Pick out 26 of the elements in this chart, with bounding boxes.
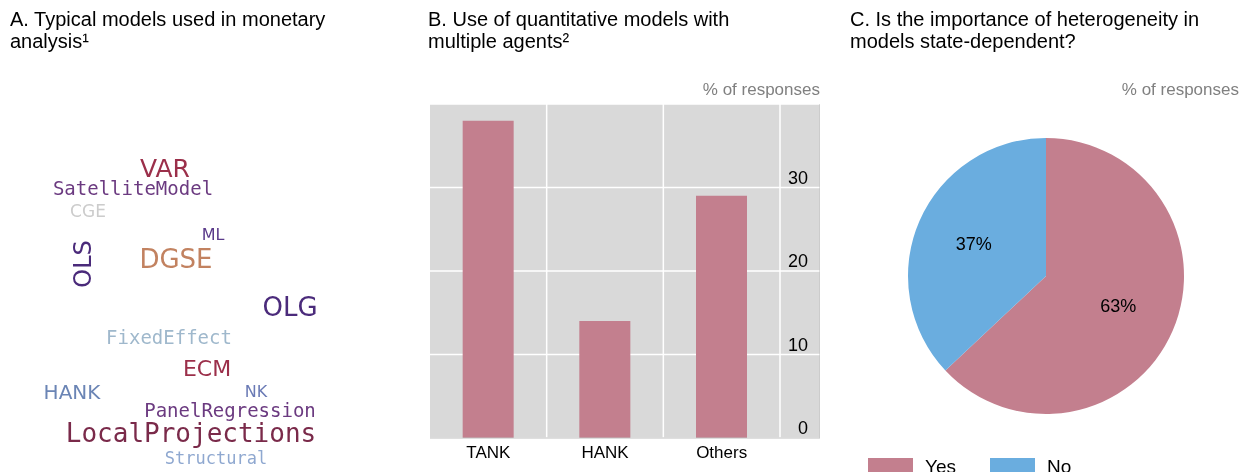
chart-title: B. Use of quantitative models with multiple agents² — [428, 8, 731, 52]
pie-slice — [908, 138, 1046, 371]
text: Structural — [164, 448, 268, 468]
pie-slice — [945, 138, 1184, 414]
text: HANK — [43, 379, 102, 404]
text: PanelRegression — [144, 398, 316, 421]
chart-subtitle: % of responses — [1120, 80, 1239, 100]
text: OLG — [262, 291, 318, 322]
y-tick-label: 30 — [787, 167, 808, 188]
x-tick-label: Others — [696, 443, 748, 463]
data-label: 37% — [955, 233, 992, 254]
y-tick-label: 10 — [787, 334, 808, 355]
y-axis-title: % of responses — [701, 80, 820, 100]
text: A. Typical models used in monetary analysis¹ — [10, 8, 327, 52]
text: NK — [244, 381, 268, 401]
text: DGSE — [139, 243, 213, 274]
text: OLS — [69, 240, 97, 288]
text: FixedEffect — [106, 325, 232, 348]
data-label: 63% — [1100, 295, 1137, 316]
text: ECM — [182, 356, 232, 381]
y-tick-label: 0 — [797, 418, 808, 439]
text: ML — [201, 224, 225, 244]
x-tick-label: TANK — [466, 443, 512, 463]
x-tick-label: HANK — [581, 443, 630, 463]
chart-title: C. Is the importance of heterogeneity in models state-dependent? — [850, 8, 1201, 52]
y-tick-label: 20 — [787, 251, 808, 272]
